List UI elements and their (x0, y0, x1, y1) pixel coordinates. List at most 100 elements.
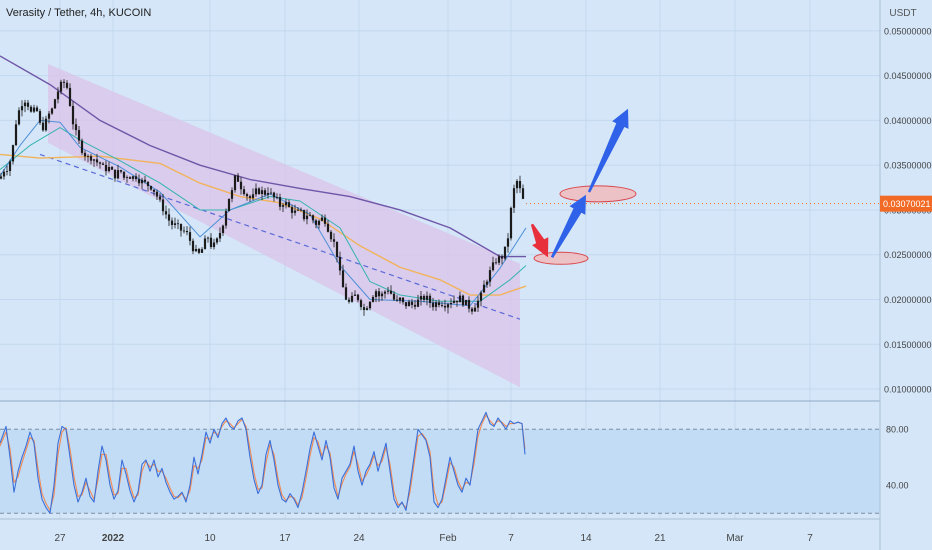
candle-body (233, 175, 237, 191)
candle-body (206, 237, 210, 239)
candle-body (119, 170, 123, 172)
candle-body (341, 270, 345, 288)
candle-body (101, 163, 105, 165)
candle-body (164, 211, 168, 215)
candle-body (359, 300, 363, 308)
candle-body (521, 188, 525, 199)
candle-body (278, 197, 282, 207)
candle-body (194, 248, 198, 252)
candle-body (497, 256, 501, 263)
time-tick-label: 24 (353, 533, 365, 544)
candle-body (131, 176, 135, 179)
candle-body (62, 81, 66, 83)
candle-body (158, 196, 162, 200)
oscillator-tick-label: 40.00 (886, 481, 909, 491)
candle-body (185, 231, 189, 233)
candle-body (53, 99, 57, 109)
candle-body (299, 209, 303, 211)
candle-body (197, 248, 201, 253)
candle-body (419, 295, 423, 300)
candle-body (236, 175, 240, 182)
candle-body (320, 217, 324, 221)
candle-body (362, 307, 366, 310)
candle-body (392, 293, 396, 300)
price-tick-label: 0.01500000 (884, 340, 932, 350)
candle-body (152, 189, 156, 192)
candle-body (317, 220, 321, 225)
candle-body (266, 193, 270, 195)
oscillator-band-fill (0, 429, 880, 514)
channel-fill (48, 63, 520, 388)
candle-body (257, 188, 261, 195)
candle-body (506, 238, 510, 247)
time-tick-label: 14 (580, 533, 592, 544)
candle-body (281, 205, 285, 207)
stoch-d-line (0, 414, 526, 511)
candle-body (491, 262, 495, 271)
candle-body (14, 124, 18, 146)
candle-body (89, 156, 93, 161)
time-tick-label: 2022 (102, 533, 125, 544)
target-zone-ellipse-upper (559, 185, 637, 203)
candle-body (110, 167, 114, 170)
ma-purple-line (0, 55, 526, 258)
oscillator-axis[interactable]: 80.00 40.00 (886, 425, 909, 491)
candle-body (356, 294, 360, 301)
candle-body (365, 308, 369, 310)
time-tick-label: 17 (279, 533, 291, 544)
candle-body (308, 215, 312, 217)
candle-body (134, 176, 138, 180)
time-tick-label: 10 (204, 533, 216, 544)
candle-body (38, 111, 42, 123)
candle-body (74, 124, 78, 131)
chart-title: Verasity / Tether, 4h, KUCOIN (6, 7, 151, 19)
candle-body (149, 186, 153, 190)
candle-body (11, 145, 15, 162)
candle-body (509, 207, 513, 239)
candle-body (296, 209, 300, 211)
candle-body (293, 210, 297, 213)
candle-body (5, 171, 9, 172)
candle-body (416, 299, 420, 307)
arrow-down-red-icon (530, 223, 549, 258)
candle-body (41, 122, 45, 131)
candle-body (191, 240, 195, 252)
candle-body (242, 189, 246, 195)
candle-body (449, 302, 453, 305)
candle-body (428, 295, 432, 303)
candle-body (383, 291, 387, 294)
candle-body (212, 242, 216, 248)
price-tick-label: 0.04000000 (884, 116, 932, 126)
candle-body (92, 159, 96, 161)
candle-body (68, 87, 72, 106)
candle-body (488, 270, 492, 282)
candle-body (170, 220, 174, 225)
candle-body (239, 181, 243, 190)
candle-body (284, 202, 288, 206)
candle-body (344, 287, 348, 300)
candle-body (425, 295, 429, 300)
candle-body (23, 102, 27, 107)
price-axis[interactable]: 0.05000000 0.04500000 0.04000000 0.03500000… (880, 26, 932, 395)
candle-body (251, 194, 255, 198)
candle-body (413, 304, 417, 307)
arrow-up-blue-icon (550, 194, 586, 258)
candle-body (494, 262, 498, 264)
candle-body (26, 102, 30, 107)
last-price-label: 0.03070021 (883, 199, 931, 209)
candle-body (65, 82, 69, 88)
candle-body (470, 308, 474, 312)
candle-body (176, 223, 180, 225)
candle-body (410, 301, 414, 305)
candle-body (335, 241, 339, 257)
time-axis[interactable]: 27 2022 10 17 24 Feb 7 14 21 Mar 7 (54, 533, 813, 544)
candle-body (461, 295, 465, 306)
ma-orange-line (0, 153, 527, 296)
candle-body (329, 231, 333, 240)
candle-body (125, 177, 129, 179)
time-tick-label: 7 (807, 533, 813, 544)
candle-body (203, 238, 207, 250)
candle-body (17, 110, 21, 125)
candle-body (314, 220, 318, 225)
